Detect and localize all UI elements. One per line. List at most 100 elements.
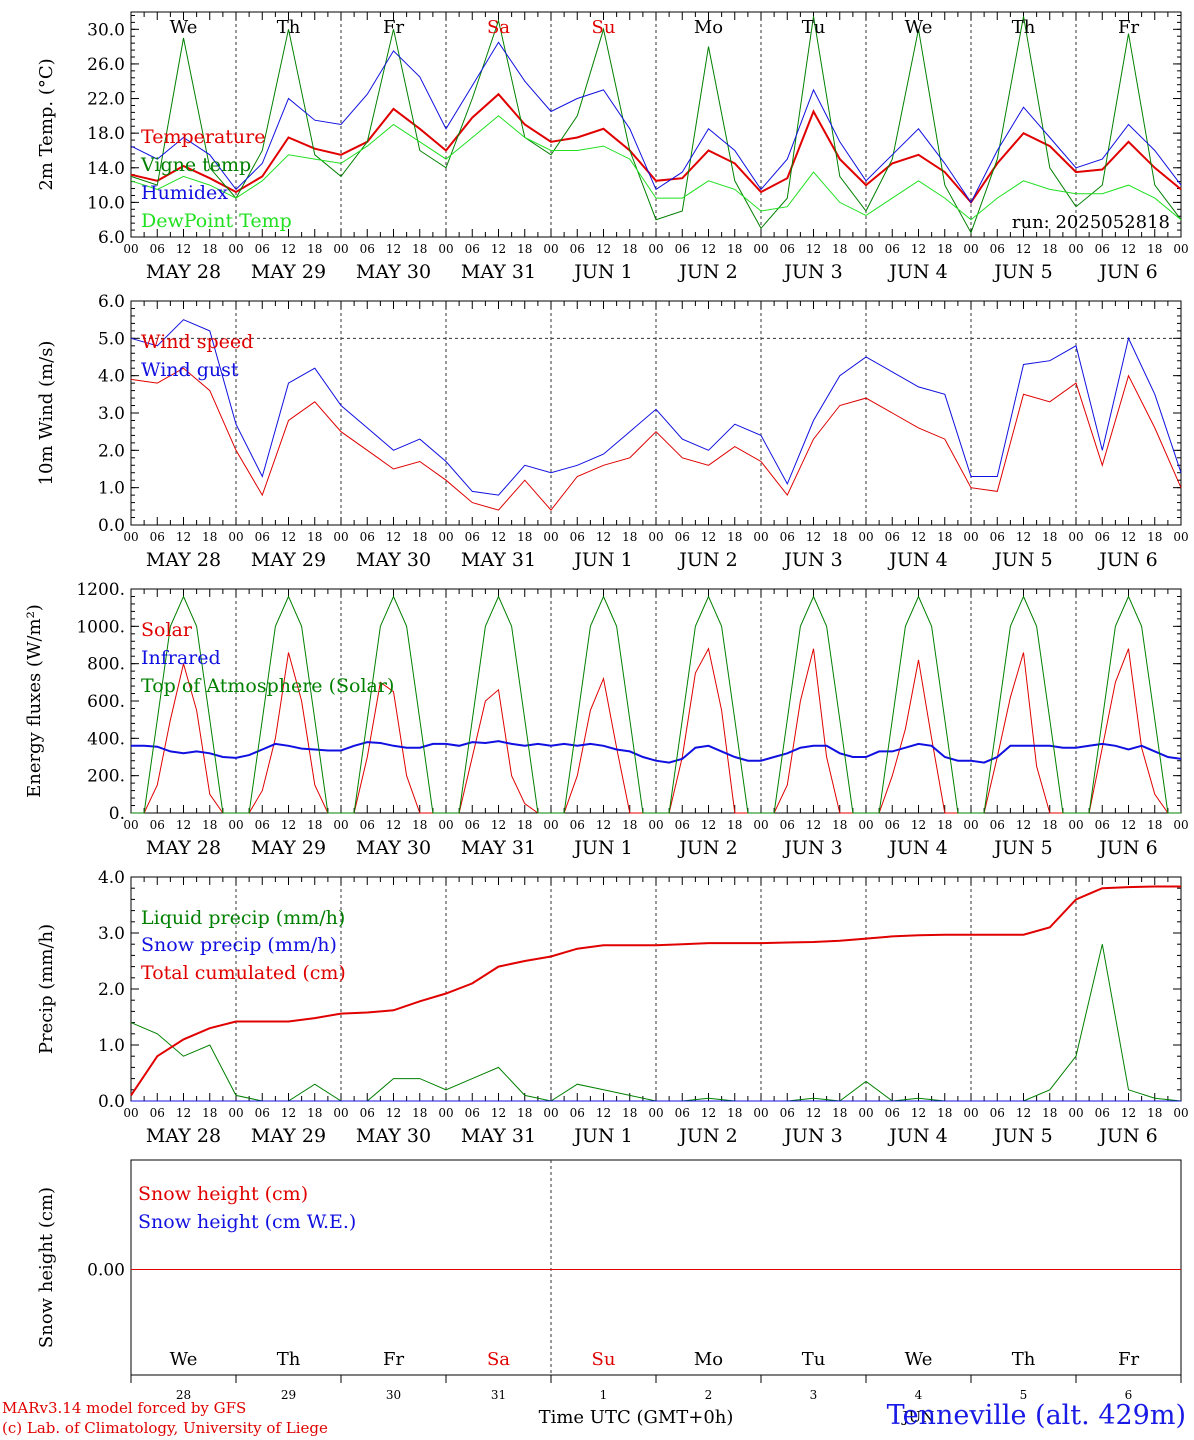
date-label: MAY 30 — [356, 549, 431, 571]
hour-tick-label: 12 — [911, 530, 926, 544]
date-label: JUN 5 — [992, 261, 1052, 283]
date-label: JUN 4 — [887, 261, 947, 283]
hour-tick-label: 12 — [1121, 530, 1136, 544]
hour-tick-label: 00 — [753, 530, 768, 544]
hour-tick-label: 00 — [438, 1106, 453, 1120]
hour-tick-label: 12 — [596, 530, 611, 544]
hour-tick-label: 00 — [228, 1106, 243, 1120]
series-energy-1 — [131, 740, 1182, 764]
y-tick-label: 5.0 — [98, 329, 125, 349]
date-label: MAY 28 — [146, 837, 221, 859]
hour-tick-label: 18 — [832, 1106, 847, 1120]
day-name: Mo — [694, 17, 723, 38]
legend-temperature-0: Temperature — [141, 126, 265, 148]
hour-tick-label: 18 — [832, 242, 847, 256]
hour-tick-label: 18 — [1147, 530, 1162, 544]
series-temperature-3 — [130, 115, 1182, 221]
hour-tick-label: 06 — [675, 818, 690, 832]
day-name: Fr — [383, 1349, 404, 1370]
hour-tick-label: 12 — [596, 242, 611, 256]
series-energy-2 — [131, 595, 1181, 814]
hour-tick-label: 06 — [465, 1106, 480, 1120]
y-tick-label: 400. — [87, 729, 125, 749]
date-label: JUN 6 — [1097, 549, 1157, 571]
day-name: We — [170, 17, 198, 38]
hour-tick-label: 06 — [255, 818, 270, 832]
date-label: JUN 5 — [992, 837, 1052, 859]
hour-tick-label: 12 — [1016, 818, 1031, 832]
hour-tick-label: 00 — [1068, 1106, 1083, 1120]
y-tick-label: 4.0 — [98, 367, 125, 387]
hour-tick-label: 12 — [911, 1106, 926, 1120]
day-number: 4 — [915, 1388, 923, 1402]
day-number: 30 — [386, 1388, 401, 1402]
hour-tick-label: 12 — [386, 818, 401, 832]
hour-tick-label: 00 — [333, 1106, 348, 1120]
date-label: JUN 5 — [992, 549, 1052, 571]
hour-tick-label: 06 — [990, 530, 1005, 544]
hour-tick-label: 06 — [1095, 242, 1110, 256]
legend-precip-0: Liquid precip (mm/h) — [141, 907, 345, 929]
x-axis-title: Time UTC (GMT+0h) — [539, 1407, 734, 1428]
hour-tick-label: 18 — [727, 1106, 742, 1120]
day-name: Th — [277, 1349, 301, 1370]
hour-tick-label: 18 — [307, 242, 322, 256]
y-tick-label: 0. — [109, 804, 125, 824]
panel-frame-energy — [130, 588, 1182, 814]
date-label: JUN 1 — [572, 549, 632, 571]
series-wind-1 — [130, 319, 1182, 496]
hour-tick-label: 06 — [1095, 818, 1110, 832]
hour-tick-label: 06 — [990, 242, 1005, 256]
y-tick-label: 4.0 — [98, 868, 125, 888]
hour-tick-label: 06 — [885, 530, 900, 544]
day-name: Fr — [383, 17, 404, 38]
hour-tick-label: 06 — [255, 1106, 270, 1120]
hour-tick-label: 06 — [465, 242, 480, 256]
hour-tick-label: 06 — [360, 530, 375, 544]
hour-tick-label: 00 — [333, 530, 348, 544]
legend-energy-0: Solar — [141, 619, 193, 641]
date-label: MAY 29 — [251, 261, 326, 283]
hour-tick-label: 06 — [360, 242, 375, 256]
date-label: JUN 6 — [1097, 261, 1157, 283]
month-label: JUN — [901, 1408, 935, 1426]
y-axis-title: Energy fluxes (W/m²) — [24, 604, 45, 798]
hour-tick-label: 00 — [648, 242, 663, 256]
day-name: Th — [1012, 17, 1036, 38]
hour-tick-label: 18 — [622, 242, 637, 256]
hour-tick-label: 00 — [753, 818, 768, 832]
hour-tick-label: 12 — [806, 242, 821, 256]
hour-tick-label: 12 — [1016, 530, 1031, 544]
day-name: We — [905, 17, 933, 38]
hour-tick-label: 00 — [438, 242, 453, 256]
hour-tick-label: 18 — [937, 242, 952, 256]
y-tick-label: 0.0 — [98, 516, 125, 536]
hour-tick-label: 00 — [648, 530, 663, 544]
date-label: JUN 2 — [677, 1125, 737, 1147]
hour-tick-label: 12 — [176, 818, 191, 832]
hour-tick-label: 06 — [465, 530, 480, 544]
credit-model: MARv3.14 model forced by GFS — [2, 1399, 247, 1417]
hour-tick-label: 00 — [858, 242, 873, 256]
hour-tick-label: 18 — [307, 530, 322, 544]
day-name: Th — [1012, 1349, 1036, 1370]
hour-tick-label: 18 — [1042, 242, 1057, 256]
hour-tick-label: 12 — [281, 530, 296, 544]
day-name: Fr — [1118, 1349, 1139, 1370]
hour-tick-label: 06 — [570, 242, 585, 256]
hour-tick-label: 18 — [937, 1106, 952, 1120]
hour-tick-label: 12 — [386, 530, 401, 544]
y-tick-label: 26.0 — [87, 55, 125, 75]
hour-tick-label: 18 — [202, 818, 217, 832]
hour-tick-label: 12 — [1121, 242, 1136, 256]
day-number: 5 — [1020, 1388, 1028, 1402]
hour-tick-label: 00 — [123, 818, 138, 832]
y-tick-label: 18.0 — [87, 124, 125, 144]
hour-tick-label: 18 — [307, 1106, 322, 1120]
hour-tick-label: 06 — [885, 818, 900, 832]
hour-tick-label: 18 — [727, 242, 742, 256]
hour-tick-label: 18 — [832, 818, 847, 832]
hour-tick-label: 12 — [491, 818, 506, 832]
day-name: Sa — [487, 1349, 510, 1370]
date-label: JUN 1 — [572, 1125, 632, 1147]
